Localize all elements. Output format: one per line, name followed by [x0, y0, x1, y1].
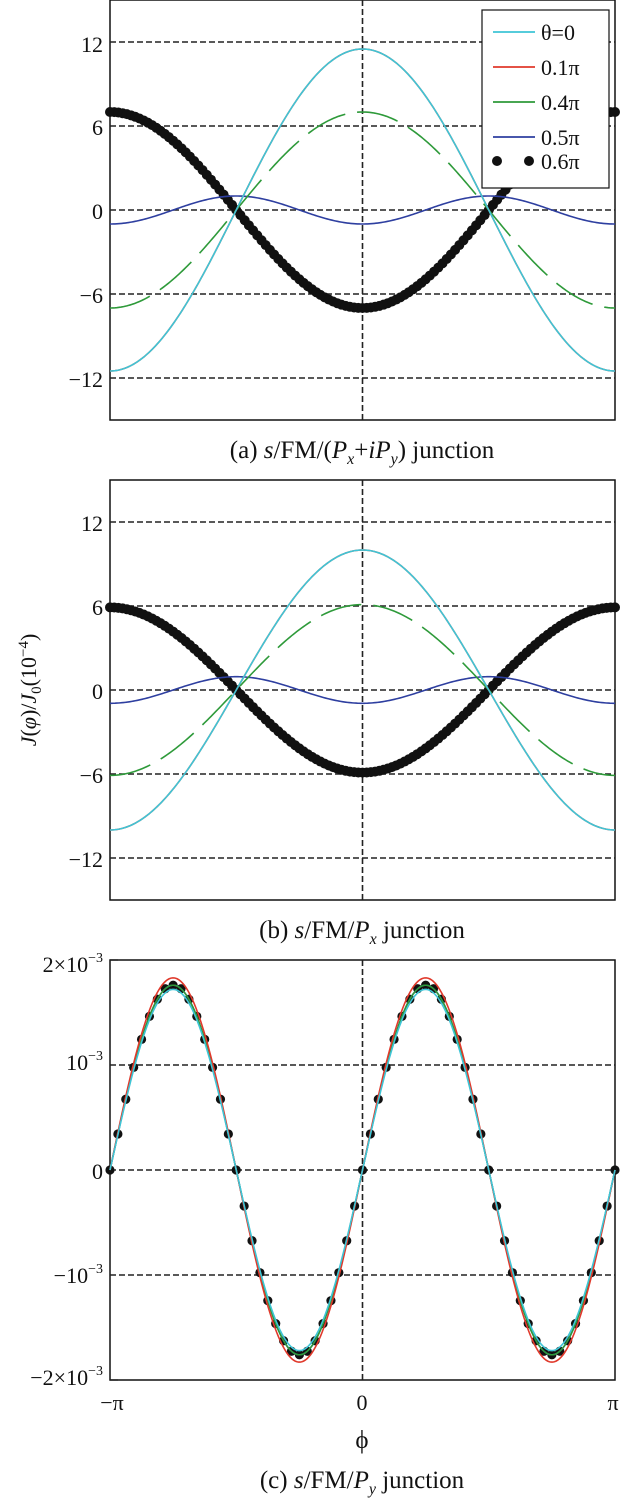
panel-a-series-line-0-4- [109, 111, 616, 309]
panel-b-series-line-0-5- [109, 675, 616, 705]
legend-label-theta-0: θ=0 [541, 20, 575, 45]
legend: θ=0 0.1π 0.4π 0.5π 0.6π [481, 9, 610, 189]
panel-b-y-axis-label: J(φ)/J0(10−4) [16, 634, 45, 747]
panel-a-grid [110, 0, 615, 420]
panel-a-ytick-label: 6 [92, 115, 103, 140]
legend-label-0-6pi: 0.6π [541, 149, 580, 174]
panel-a-point-0-6pi [610, 107, 620, 117]
panel-c-ytick-label: 10−3 [66, 1049, 103, 1075]
panel-a-series-line-0-5- [109, 195, 616, 225]
panel-b-caption: (b) s/FM/Px junction [259, 917, 465, 948]
legend-label-0-5pi: 0.5π [541, 125, 580, 150]
panel-c: 2×10−3 10−3 0 −10−3 −2×10−3 −π 0 π ϕ (c)… [30, 951, 620, 1498]
legend-label-0-4pi: 0.4π [541, 90, 580, 115]
panel-c-xtick-label: −π [100, 1390, 124, 1415]
panel-b-series-line---0 [109, 549, 616, 831]
panel-c-ytick-label: −10−3 [54, 1262, 103, 1288]
panel-c-ytick-label: 2×10−3 [43, 951, 103, 977]
panel-b-point-0-6pi [610, 602, 620, 613]
panel-c-series-line---0 [109, 988, 616, 1352]
panel-b-ytick-label: −6 [80, 763, 103, 788]
panel-b-ytick-label: −12 [69, 847, 103, 872]
panel-c-ytick-label: −2×10−3 [30, 1364, 103, 1390]
panel-c-caption: (c) s/FM/Py junction [260, 1467, 465, 1498]
legend-swatch-0-6pi-dot [524, 156, 534, 166]
legend-label-0-1pi: 0.1π [541, 55, 580, 80]
panel-c-ytick-label: 0 [92, 1159, 103, 1184]
panel-c-xtick-label: π [607, 1390, 618, 1415]
panel-a-caption: (a) s/FM/(Px+iPy) junction [230, 437, 495, 468]
panel-a-ytick-label: −6 [80, 283, 103, 308]
panel-b-ytick-label: 6 [92, 595, 103, 620]
panel-a-ytick-label: 12 [81, 32, 103, 57]
panel-a-ytick-label: −12 [69, 367, 103, 392]
panel-a-series-line---0 [109, 48, 616, 372]
panel-c-x-axis-label: ϕ [355, 1427, 368, 1454]
panel-c-series [105, 977, 620, 1363]
panel-c-xtick-label: 0 [357, 1390, 368, 1415]
panel-a: 12 6 0 −6 −12 θ=0 0.1π 0.4π 0.5π 0.6π (a… [69, 0, 620, 468]
panel-b-ytick-label: 0 [92, 679, 103, 704]
panel-b: 12 6 0 −6 −12 J(φ)/J0(10−4) (b) s/FM/Px … [16, 479, 620, 948]
legend-swatch-0-6pi-dot [492, 156, 502, 166]
panel-a-ytick-label: 0 [92, 199, 103, 224]
legend-box [481, 9, 610, 189]
panel-b-series [105, 549, 620, 831]
panel-b-ytick-label: 12 [81, 511, 103, 536]
